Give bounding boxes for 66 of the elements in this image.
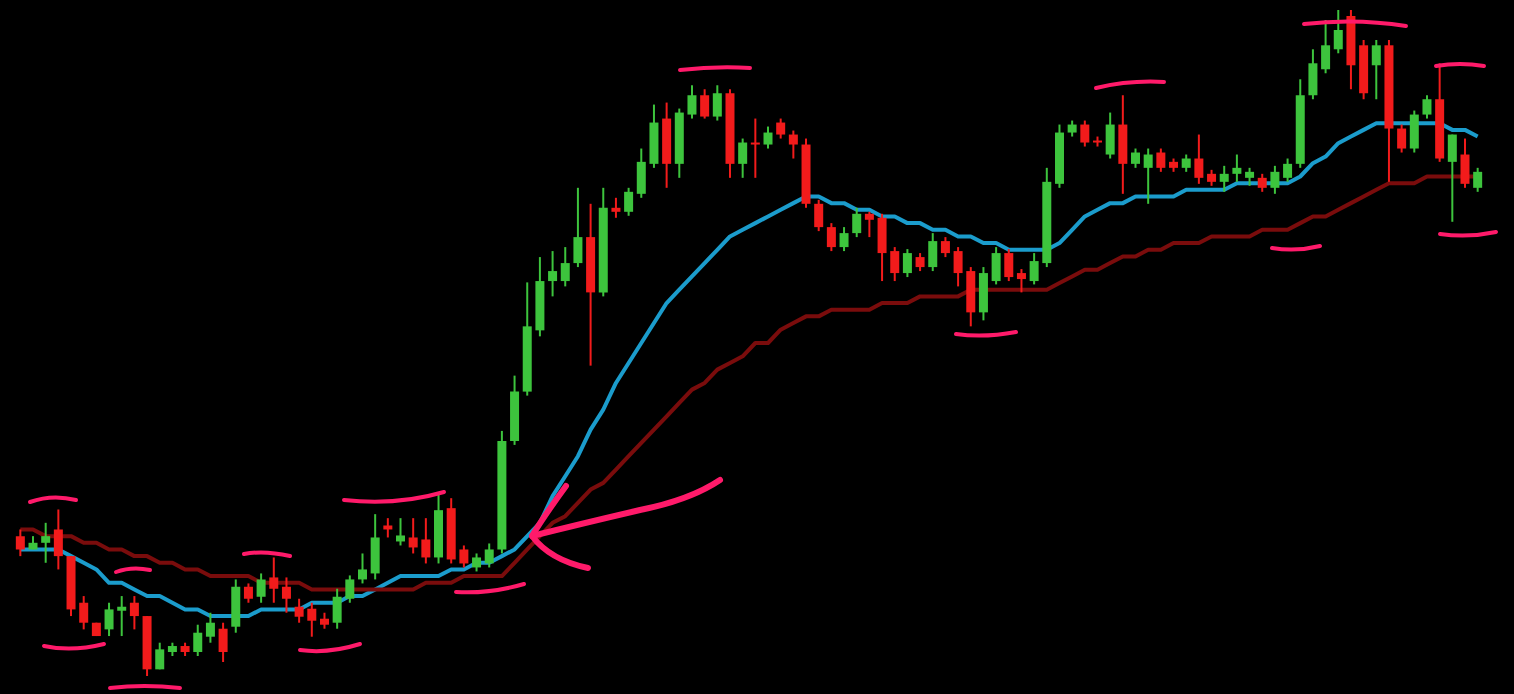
candlestick: [1156, 147, 1166, 173]
candlestick: [814, 198, 824, 233]
candlestick: [826, 222, 836, 253]
candlestick: [560, 246, 570, 288]
candlestick: [193, 623, 203, 658]
candlestick: [712, 84, 722, 122]
candlestick: [1270, 164, 1280, 195]
candlestick: [1333, 9, 1343, 55]
candlestick: [1447, 133, 1457, 223]
candlestick: [1131, 147, 1141, 169]
candlestick: [750, 117, 760, 179]
candlestick: [218, 621, 228, 664]
candlestick: [155, 641, 165, 671]
candlestick: [269, 556, 279, 604]
candlestick: [1283, 157, 1293, 183]
candlestick: [1219, 164, 1229, 193]
candlestick: [1105, 111, 1115, 160]
candlestick: [243, 582, 253, 604]
candlestick: [205, 611, 215, 644]
candlestick: [53, 508, 63, 571]
candlestick: [624, 186, 634, 217]
candlestick: [1016, 268, 1026, 294]
candlestick: [1473, 166, 1483, 193]
candlestick: [1143, 147, 1153, 205]
candlestick: [1308, 48, 1318, 101]
candlestick: [1371, 38, 1381, 101]
candlestick: [776, 117, 786, 140]
candlestick: [852, 206, 862, 239]
candlestick: [383, 517, 393, 539]
candlestick: [281, 576, 291, 614]
candlestick: [1359, 38, 1369, 101]
candlestick: [662, 101, 672, 189]
candlestick: [1118, 94, 1128, 195]
candlestick: [573, 186, 583, 269]
candlestick: [396, 517, 406, 547]
candlestick: [231, 578, 241, 634]
candlestick: [1422, 94, 1432, 120]
candlestick: [1460, 137, 1470, 189]
candlestick: [1232, 153, 1242, 183]
candlestick: [370, 513, 380, 581]
candlestick: [940, 236, 950, 259]
candlestick: [788, 129, 798, 160]
candlestick: [1004, 248, 1014, 283]
candlestick: [700, 88, 710, 120]
candlestick: [864, 210, 874, 239]
candlestick: [15, 528, 25, 558]
candlestick: [434, 493, 444, 565]
candlestick: [611, 196, 621, 219]
candlestick: [1194, 133, 1204, 185]
candlestick: [256, 572, 266, 604]
candlestick: [928, 232, 938, 273]
candlestick: [484, 542, 494, 569]
candlestick: [357, 552, 367, 585]
candlestick: [738, 137, 748, 179]
candlestick: [991, 246, 1001, 286]
candlestick: [41, 521, 51, 564]
candlestick: [1397, 123, 1407, 154]
candlestick: [902, 248, 912, 279]
candlestick: [1080, 119, 1090, 148]
candlestick: [548, 250, 558, 298]
candlestick: [978, 266, 988, 322]
candlestick: [763, 125, 773, 150]
candlestick: [839, 226, 849, 253]
candlestick: [1321, 18, 1331, 75]
candlestick: [129, 595, 139, 631]
candlestick: [1409, 109, 1419, 154]
